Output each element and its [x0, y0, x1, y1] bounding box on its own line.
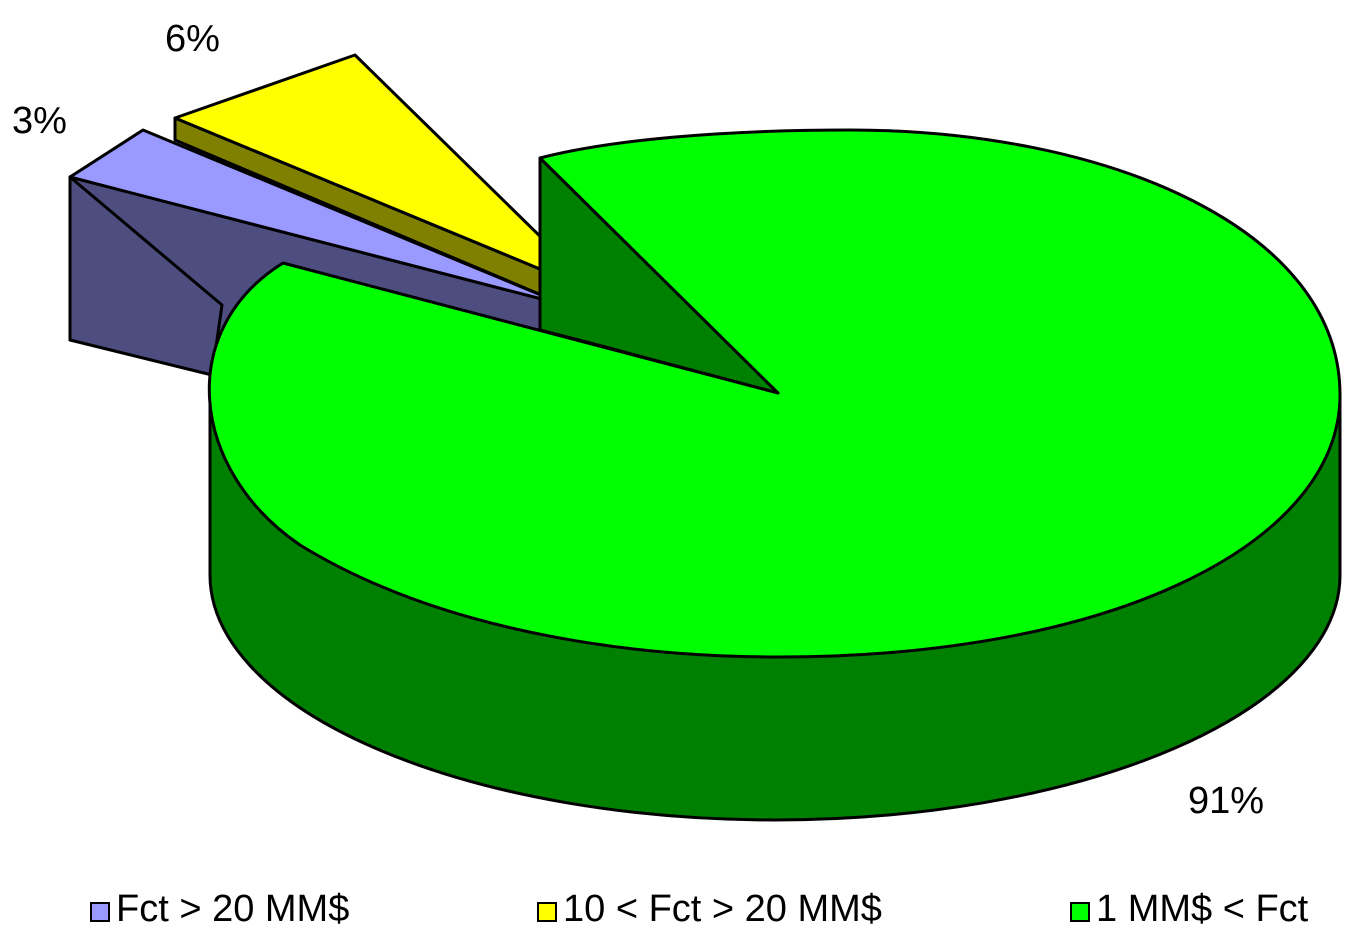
- pie-slice-fct-over-1-top: [207, 128, 1342, 659]
- pie-slice-fct-10-20-top: [173, 53, 600, 295]
- pie-slice-fct-over-1: [207, 128, 1342, 822]
- legend-swatch-fct-over-20: [90, 901, 110, 922]
- legend-label-fct-over-1: 1 MM$ < Fct: [1096, 888, 1309, 930]
- legend-item-fct-over-20: Fct > 20 MM$: [90, 888, 349, 931]
- data-label-fct-over-1: 91%: [1188, 780, 1265, 822]
- legend-swatch-fct-over-1: [1070, 901, 1090, 922]
- pie-slice-fct-over-20-top: [68, 128, 567, 307]
- data-label-fct-10-20: 6%: [165, 18, 220, 60]
- data-label-fct-over-20: 3%: [12, 100, 67, 142]
- legend-swatch-fct-10-20: [537, 901, 557, 922]
- legend-item-fct-10-20: 10 < Fct > 20 MM$: [537, 888, 882, 931]
- legend-item-fct-over-1: 1 MM$ < Fct: [1070, 888, 1308, 931]
- pie-slice-fct-over-20: [68, 128, 567, 377]
- legend-label-fct-10-20: 10 < Fct > 20 MM$: [563, 888, 882, 930]
- legend-label-fct-over-20: Fct > 20 MM$: [116, 888, 350, 930]
- chart-legend: Fct > 20 MM$ 10 < Fct > 20 MM$ 1 MM$ < F…: [0, 888, 1350, 931]
